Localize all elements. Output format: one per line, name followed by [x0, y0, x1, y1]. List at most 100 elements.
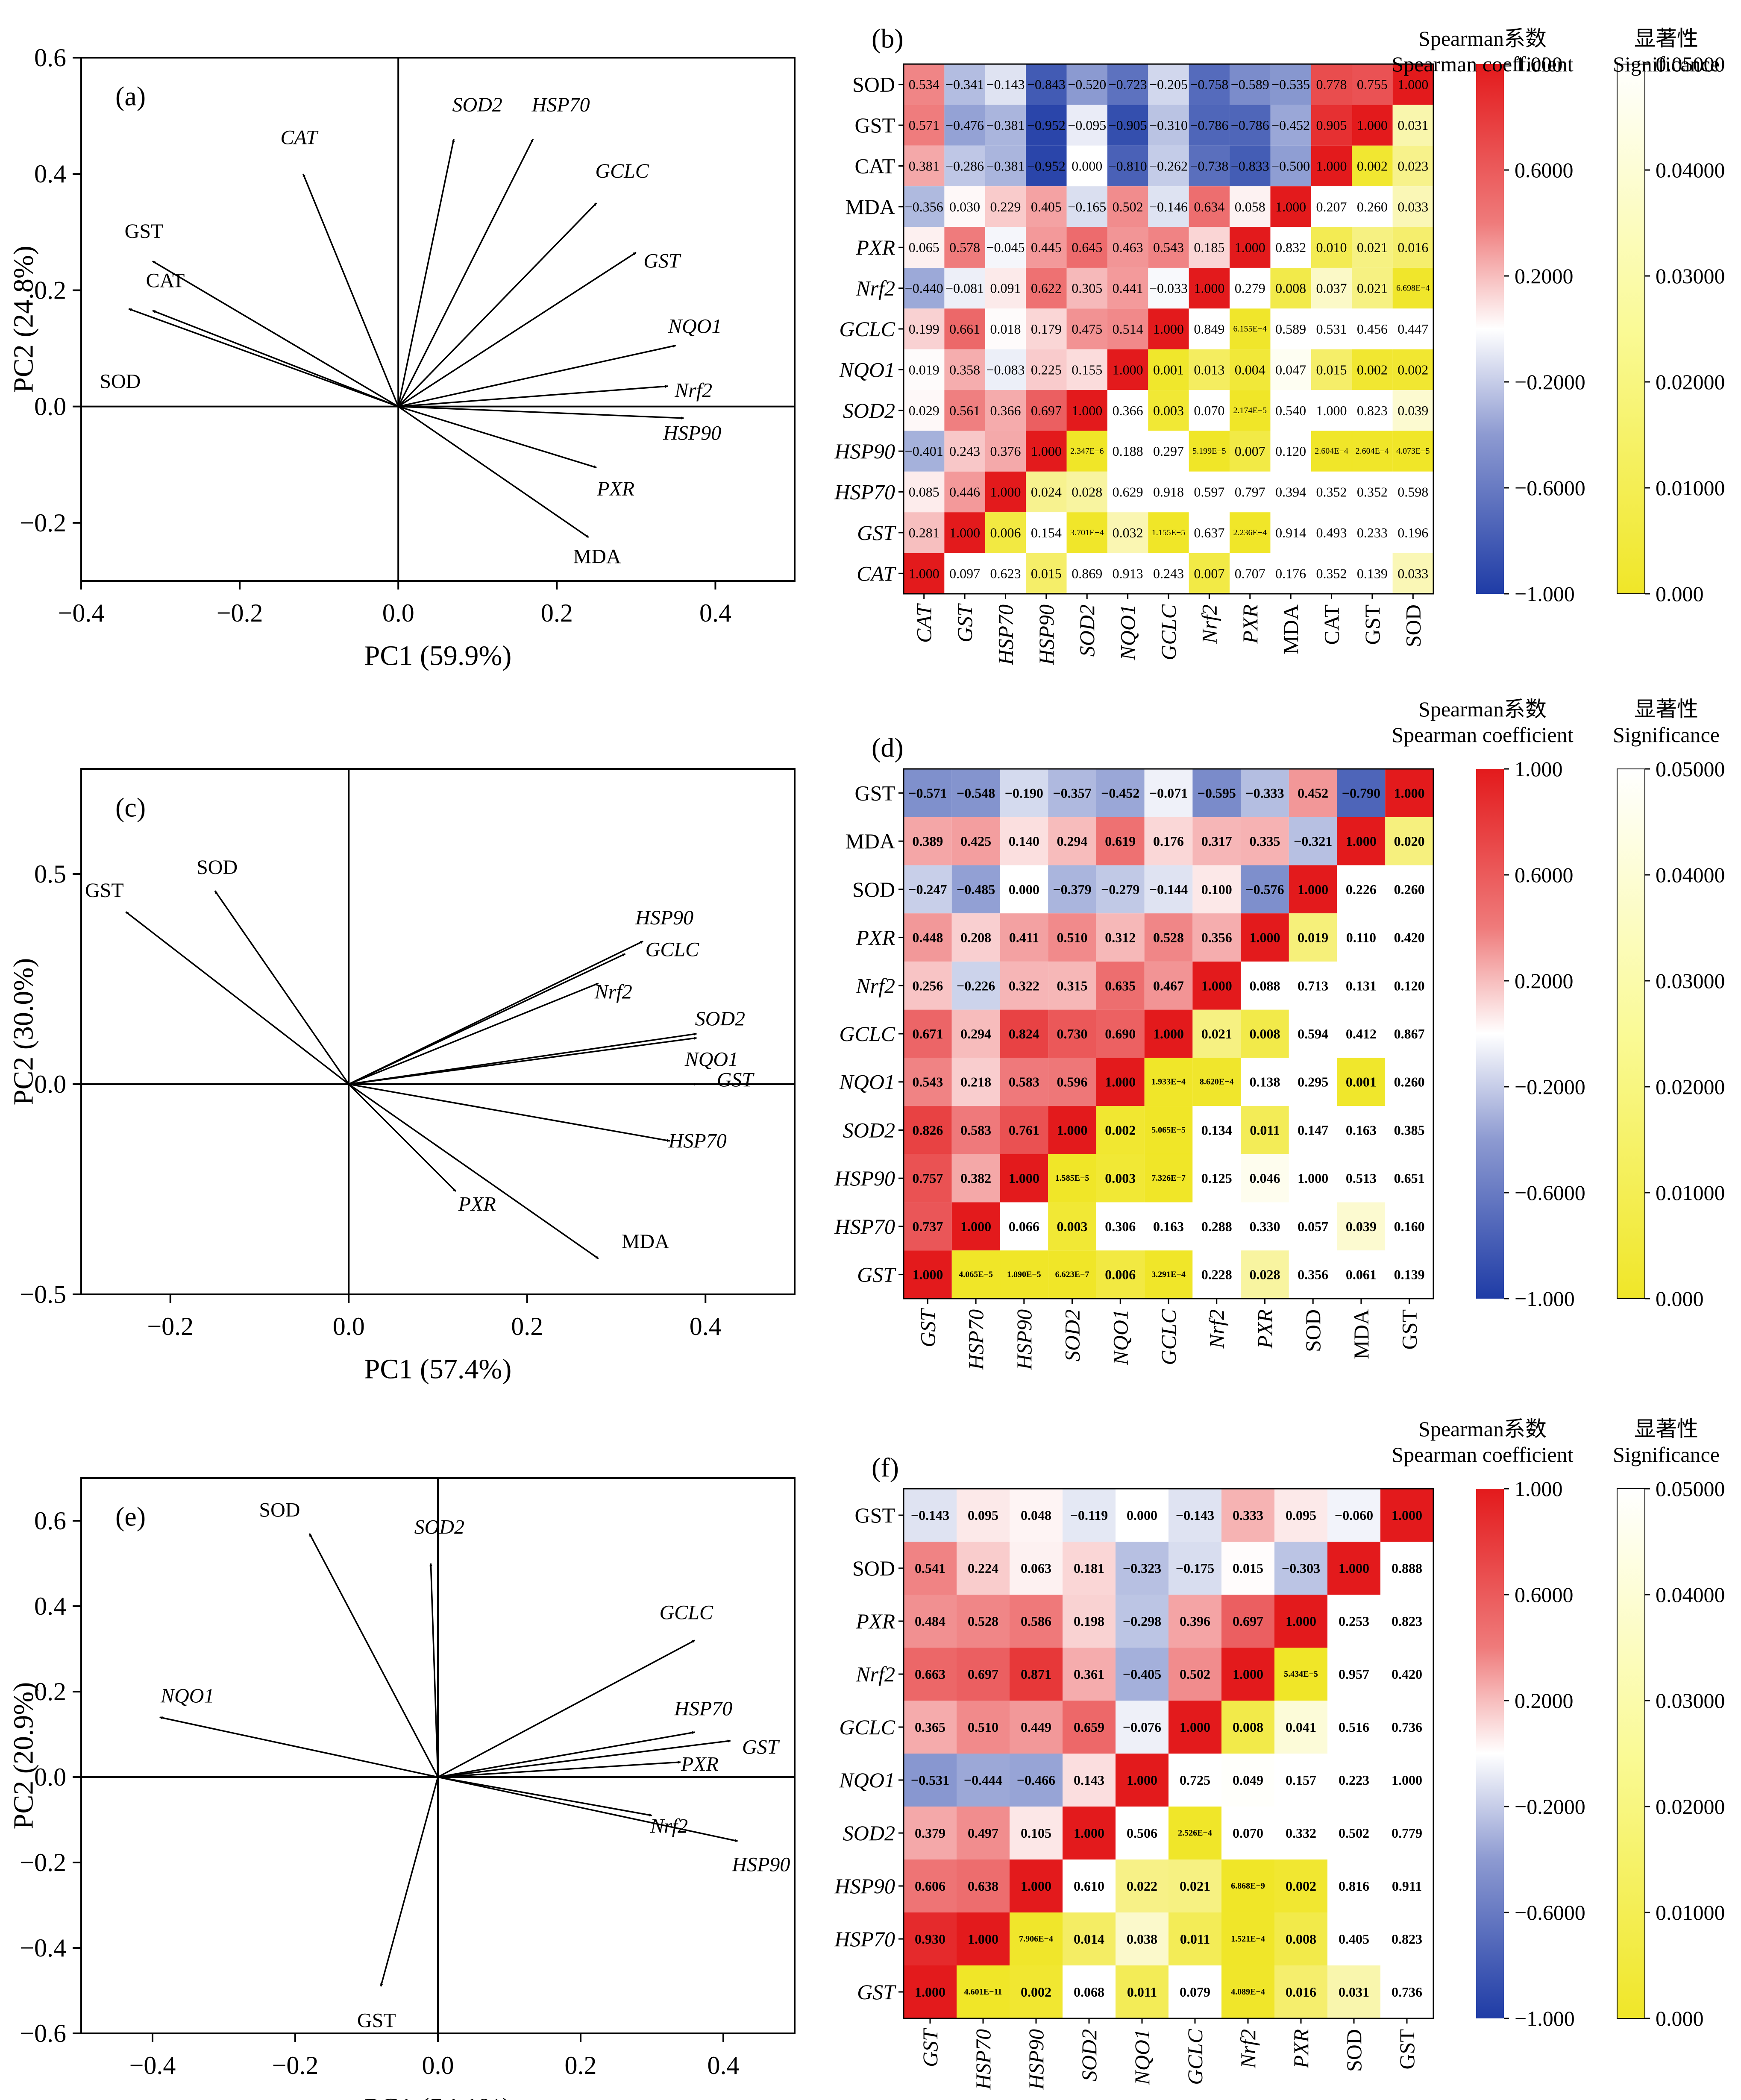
heatmap-cell: [1274, 1965, 1327, 2018]
cell-value: 0.041: [1286, 1719, 1316, 1735]
heatmap-cell: [1230, 105, 1271, 146]
cell-value: 0.147: [1298, 1122, 1328, 1138]
heatmap-cell: [1221, 1965, 1274, 2018]
cell-value: −0.500: [1271, 158, 1310, 173]
cell-value: 0.467: [1153, 978, 1184, 993]
colorbar-tick-label: 0.6000: [1515, 158, 1574, 182]
cell-value: 0.002: [1286, 1878, 1316, 1894]
vector-label: SOD: [259, 1499, 300, 1522]
cell-value: −0.165: [1068, 199, 1106, 214]
heatmap-cell: [1241, 817, 1289, 865]
cell-value: 0.356: [1298, 1267, 1328, 1282]
cell-value: 2.526E−4: [1178, 1828, 1212, 1838]
col-label: Nrf2: [1236, 2029, 1260, 2069]
heatmap-panel-f: (f) −0.143 0.095 0.048 −0.119 0.000 −0.143 0.33…: [834, 1417, 1725, 2090]
cell-value: 0.233: [1357, 525, 1388, 540]
heatmap-cell: [1026, 308, 1067, 349]
vector-label: HSP90: [663, 422, 721, 444]
heatmap-cell: [904, 349, 945, 390]
cell-value: 0.031: [1397, 117, 1428, 133]
heatmap-cell: [1096, 1058, 1145, 1106]
cell-value: 1.933E−4: [1151, 1077, 1186, 1087]
cell-value: 0.905: [1316, 117, 1347, 133]
cell-value: −0.144: [1149, 882, 1188, 897]
heatmap-cell: [1192, 1058, 1241, 1106]
row-label: SOD2: [843, 399, 895, 422]
heatmap-cell: [1096, 961, 1145, 1010]
heatmap-cell: [1144, 1250, 1193, 1299]
plot-frame: [80, 768, 796, 1295]
cell-value: −0.190: [1005, 785, 1043, 801]
cell-value: 0.571: [909, 117, 939, 133]
cell-value: 0.070: [1233, 1825, 1263, 1841]
colorbar-coefficient: [1476, 769, 1504, 1299]
heatmap-cell: [1289, 1058, 1337, 1106]
cell-value: 0.322: [1009, 978, 1039, 993]
heatmap-cell: [1148, 553, 1189, 594]
cell-value: −0.381: [986, 117, 1025, 133]
cell-value: 0.008: [1249, 1026, 1280, 1041]
heatmap-cell: [985, 64, 1026, 105]
panel-label: (b): [872, 23, 904, 54]
x-tick-label: −0.4: [129, 2051, 176, 2079]
colorbar-tick-label: 0.04000: [1656, 158, 1725, 182]
heatmap-cell: [1392, 431, 1433, 472]
row-label: NQO1: [839, 1768, 895, 1792]
heatmap-cell: [904, 913, 952, 962]
cell-value: 0.018: [990, 321, 1021, 337]
loading-vector: [398, 405, 597, 469]
heatmap-cell: [1380, 1912, 1433, 1965]
cell-value: 0.823: [1392, 1613, 1422, 1629]
col-label: HSP90: [1024, 2029, 1048, 2090]
heatmap-cell: [944, 267, 985, 309]
loading-vector: [437, 1776, 652, 1817]
cell-value: 0.046: [1249, 1170, 1280, 1186]
x-tick-label: 0.2: [541, 599, 573, 627]
heatmap-cell: [1026, 227, 1067, 268]
cell-value: 0.279: [1235, 281, 1265, 296]
heatmap-cell: [1048, 1202, 1096, 1251]
cell-value: 1.000: [1346, 833, 1377, 849]
heatmap-cell: [1026, 431, 1067, 472]
heatmap-cell: [1063, 1912, 1116, 1965]
vector-label: NQO1: [684, 1048, 738, 1071]
heatmap-cell: [1189, 64, 1230, 105]
heatmap-cell: [951, 1250, 1000, 1299]
heatmap-cell: [1327, 1648, 1380, 1701]
heatmap-cell: [1385, 1009, 1433, 1058]
heatmap-cell: [1107, 105, 1148, 146]
heatmap-cell: [1289, 1202, 1337, 1251]
cell-value: 0.869: [1072, 566, 1102, 581]
loading-vector: [437, 1731, 695, 1778]
cell-value: −0.356: [905, 199, 943, 214]
cell-value: 0.163: [1346, 1122, 1377, 1138]
heatmap-cell: [1392, 553, 1433, 594]
cell-value: 1.000: [1113, 362, 1143, 377]
heatmap-cell: [1010, 1807, 1063, 1859]
cell-value: 1.000: [1249, 930, 1280, 945]
cell-value: 0.011: [1127, 1984, 1157, 2000]
y-axis-label: PC2 (24.8%): [8, 246, 39, 393]
heatmap-cell: [1048, 1009, 1096, 1058]
vector-label: CAT: [146, 270, 185, 292]
heatmap-cell: [904, 308, 945, 349]
loading-vector: [380, 1777, 439, 1987]
cell-value: −0.952: [1027, 117, 1066, 133]
cell-value: 0.528: [968, 1613, 998, 1629]
heatmap-cell: [1385, 865, 1433, 914]
cell-value: 1.000: [960, 1219, 991, 1234]
loading-vector: [348, 1083, 599, 1259]
colorbar-tick-label: 0.01000: [1656, 1181, 1725, 1205]
heatmap-cell: [985, 471, 1026, 513]
cell-value: 0.143: [1074, 1772, 1104, 1788]
heatmap-cell: [1380, 1807, 1433, 1859]
heatmap-cell: [1327, 1807, 1380, 1859]
heatmap-cell: [1000, 1106, 1048, 1154]
heatmap-cell: [1000, 1058, 1048, 1106]
heatmap-cell: [1026, 105, 1067, 146]
cell-value: 0.382: [960, 1170, 991, 1186]
colorbar-title-en: Significance: [1613, 52, 1720, 76]
y-tick-label: −0.2: [20, 509, 66, 537]
cell-value: 0.561: [949, 403, 980, 418]
loading-vector: [152, 310, 399, 408]
